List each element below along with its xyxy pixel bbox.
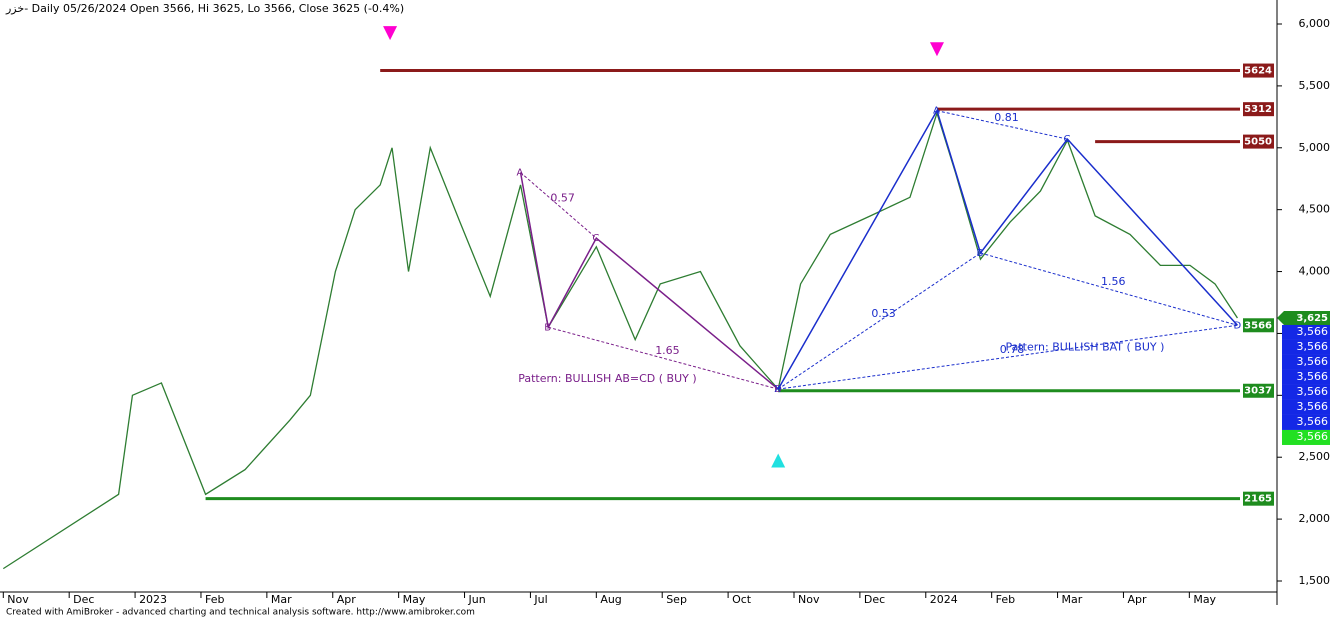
level-tag [1243,491,1274,506]
ratio-label: 0.53 [871,307,896,320]
pattern-point: C [1063,134,1070,145]
final-tag [1282,429,1330,445]
pattern-name: Pattern: BULLISH AB=CD ( BUY ) [518,372,696,385]
pattern-end-label: 3566 [1244,320,1272,331]
ratio-line [980,252,1238,326]
stack-tag [1282,324,1330,340]
stack-tag-label: 3,566 [1297,415,1329,428]
pattern-point: A [933,106,940,117]
ratio-line [777,252,981,390]
x-tick-label: Sep [666,593,687,606]
stack-tag-label: 3,566 [1297,370,1329,383]
y-tick-label: 4,000 [1299,265,1331,278]
x-tick-label: Jul [533,593,547,606]
x-tick-label: Mar [1062,593,1083,606]
stack-tag [1282,354,1330,370]
final-tag-label: 3,566 [1297,430,1329,443]
y-tick-label: 5,500 [1299,79,1331,92]
x-tick-label: Feb [205,593,224,606]
pattern-end-tag [1243,318,1274,333]
x-tick-label: Apr [337,593,357,606]
level-tag [1243,383,1274,398]
x-tick-label: Dec [864,593,885,606]
footer: Created with AmiBroker - advanced charti… [6,608,475,618]
stack-tag [1282,414,1330,430]
ratio-label: 0.81 [994,111,1019,124]
x-tick-label: 2024 [930,593,958,606]
x-tick-label: May [1193,593,1216,606]
sell-signal [929,42,944,57]
stack-tag-label: 3,566 [1297,340,1329,353]
x-tick-label: Nov [7,593,29,606]
pattern-point: X [774,384,781,395]
x-tick-label: Mar [271,593,292,606]
stack-tag-label: 3,566 [1297,355,1329,368]
x-tick-label: Nov [798,593,820,606]
sell-signal [383,26,398,41]
buy-signal [771,453,786,468]
x-tick-label: 2023 [139,593,167,606]
chart-title: خزر- Daily 05/26/2024 Open 3566, Hi 3625… [5,2,404,15]
pattern-point: C [592,233,599,244]
stack-tag-label: 3,566 [1297,325,1329,338]
pattern-line [777,108,1238,390]
x-tick-label: May [403,593,426,606]
pattern-name: Pattern: BULLISH BAT ( BUY ) [1005,340,1164,353]
level-tag-label: 5312 [1244,104,1272,115]
level-tag [1243,63,1274,78]
level-tag [1243,102,1274,117]
stack-tag [1282,399,1330,415]
pattern-point: D [774,384,782,395]
stack-tag-label: 3,566 [1297,400,1329,413]
x-tick-label: Apr [1127,593,1147,606]
stack-tag [1282,384,1330,400]
pattern-point: A [517,168,524,179]
ratio-label: 0.57 [550,191,575,204]
pattern-point: B [544,322,551,333]
ratio-line [778,324,1238,390]
pattern-point: D [1233,320,1241,331]
level-tag-label: 2165 [1244,494,1272,505]
ratio-label: 1.65 [655,344,680,357]
x-tick-label: Aug [600,593,621,606]
level-tag-label: 5050 [1244,137,1272,148]
y-tick-label: 2,500 [1299,450,1331,463]
stack-tag [1282,339,1330,355]
last-close-label: 3,625 [1296,313,1328,324]
level-tag-label: 5624 [1244,66,1272,77]
pattern-line [519,172,779,390]
price-line [2,110,1238,570]
y-tick-label: 1,500 [1299,574,1331,587]
x-tick-label: Oct [732,593,752,606]
stack-tag [1282,369,1330,385]
level-tag [1243,134,1274,149]
ratio-line [936,110,1068,140]
x-tick-label: Dec [73,593,94,606]
y-tick-label: 4,500 [1299,203,1331,216]
ratio-label: 1.56 [1101,275,1126,288]
last-close-tag [1277,310,1330,325]
y-tick-label: 6,000 [1299,17,1331,30]
y-tick-label: 5,000 [1299,141,1331,154]
y-tick-label: 2,000 [1299,512,1331,525]
ratio-line [520,172,597,239]
pattern-point: B [976,248,983,259]
x-tick-label: Jun [468,593,486,606]
level-tag-label: 3037 [1244,386,1272,397]
x-tick-label: Feb [996,593,1015,606]
ratio-label: 0.78 [1000,343,1025,356]
stack-tag-label: 3,566 [1297,385,1329,398]
